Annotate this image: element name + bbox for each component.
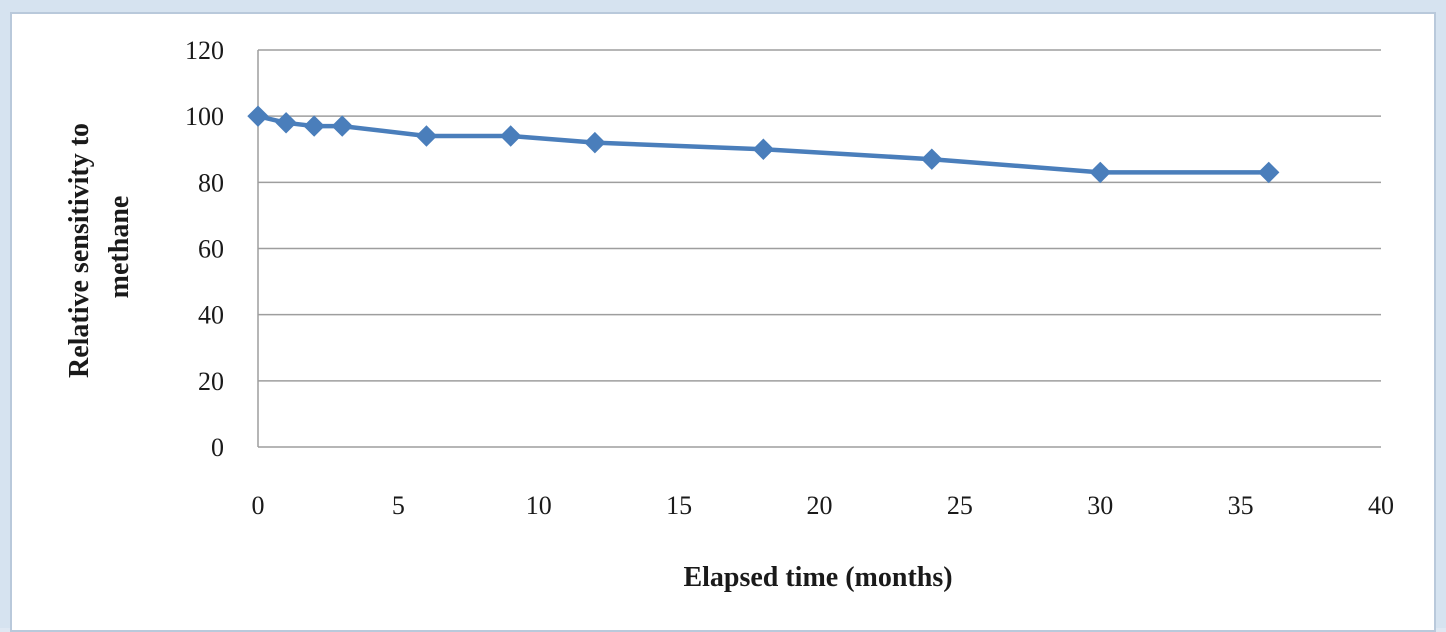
x-tick-labels: 0 5 10 15 20 25 30 35 40	[252, 491, 1395, 520]
x-tick-label: 10	[526, 491, 552, 520]
x-tick-label: 40	[1368, 491, 1394, 520]
data-point-marker	[752, 138, 775, 160]
data-point-marker	[499, 125, 522, 147]
x-tick-label: 15	[666, 491, 692, 520]
x-tick-label: 35	[1228, 491, 1254, 520]
x-tick-label: 20	[807, 491, 833, 520]
y-tick-label: 20	[198, 367, 224, 396]
x-tick-label: 30	[1087, 491, 1113, 520]
y-tick-label: 120	[185, 36, 224, 65]
y-axis-title-line-1: Relative sensitivity to	[64, 123, 95, 378]
y-tick-labels: 0 20 40 60 80 100 120	[185, 36, 224, 462]
x-axis-title: Elapsed time (months)	[683, 562, 952, 593]
data-point-marker	[247, 105, 269, 127]
y-axis-title-line-2: methane	[104, 196, 135, 299]
y-tick-label: 100	[185, 102, 224, 131]
data-point-marker	[1257, 161, 1280, 184]
y-axis-title: Relative sensitivity to methane	[64, 116, 135, 378]
y-tick-label: 40	[198, 301, 224, 330]
y-tick-label: 80	[198, 168, 224, 197]
data-point-marker	[331, 115, 353, 137]
y-tick-label: 0	[211, 433, 224, 462]
y-tick-label: 60	[198, 235, 224, 264]
data-point-marker	[275, 112, 297, 134]
data-point-marker	[415, 125, 438, 147]
gridlines	[258, 49, 1381, 448]
data-point-marker	[921, 148, 943, 170]
data-point-marker	[303, 115, 325, 137]
data-point-marker	[584, 131, 606, 154]
chart-panel	[10, 12, 1436, 632]
x-tick-label: 0	[252, 491, 265, 520]
data-series	[247, 105, 1280, 184]
x-tick-label: 25	[947, 491, 973, 520]
data-point-marker	[1089, 161, 1111, 184]
x-tick-label: 5	[392, 491, 405, 520]
